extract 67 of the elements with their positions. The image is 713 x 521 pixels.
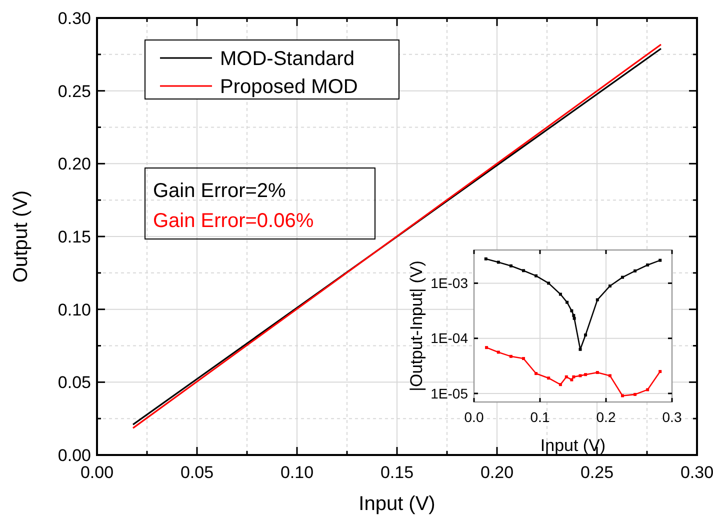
point xyxy=(596,298,599,302)
x-tick-label: 0.1 xyxy=(530,409,550,425)
line-series xyxy=(485,346,662,398)
point xyxy=(608,284,612,288)
y-tick-label: 1E-04 xyxy=(430,330,468,346)
point xyxy=(547,376,550,380)
x-tick-label: 0.20 xyxy=(480,463,514,482)
x-tick-label: 0.2 xyxy=(596,409,616,425)
legend-label: Proposed MOD xyxy=(220,76,358,98)
x-tick-label: 0.00 xyxy=(80,463,114,482)
y-tick-label: 0.25 xyxy=(58,82,91,101)
annotation: Gain Error=0.06% xyxy=(153,210,314,232)
x-tick-label: 0.05 xyxy=(180,463,214,482)
y-tick-label: 0.30 xyxy=(58,8,91,28)
point xyxy=(596,371,599,374)
point xyxy=(485,346,488,350)
point xyxy=(509,264,512,268)
point xyxy=(570,378,574,382)
x-axis-title: Input (V) xyxy=(540,436,606,455)
point xyxy=(572,316,576,320)
point xyxy=(547,282,550,285)
x-tick-label: 0.15 xyxy=(380,463,414,482)
point xyxy=(646,263,650,266)
x-tick-label: 0.0 xyxy=(464,409,484,425)
y-tick-label: 0.05 xyxy=(58,373,91,392)
point xyxy=(570,309,574,312)
point xyxy=(558,292,562,296)
legend-label: MOD-Standard xyxy=(220,48,354,70)
point xyxy=(522,357,525,360)
annotation: Gain Error=2% xyxy=(153,180,286,202)
y-tick-label: 0.10 xyxy=(58,300,91,320)
point xyxy=(484,257,488,260)
point xyxy=(658,370,662,374)
point xyxy=(509,354,512,358)
point xyxy=(621,394,624,398)
point xyxy=(522,269,525,272)
point xyxy=(534,372,538,376)
point xyxy=(621,276,624,279)
y-tick-label: 0.15 xyxy=(58,227,91,246)
y-tick-label: 1E-03 xyxy=(430,275,468,292)
point xyxy=(584,373,588,376)
y-tick-label: 1E-05 xyxy=(430,385,468,402)
point xyxy=(564,375,568,378)
point xyxy=(496,260,500,264)
x-tick-label: 0.30 xyxy=(680,463,713,482)
point xyxy=(572,375,576,378)
y-axis-title: Output (V) xyxy=(10,190,32,283)
point xyxy=(566,300,569,304)
y-tick-label: 0.20 xyxy=(58,154,91,174)
point xyxy=(658,258,662,262)
x-tick-label: 0.25 xyxy=(580,463,614,482)
x-tick-label: 0.10 xyxy=(280,463,314,482)
point xyxy=(578,374,582,378)
point xyxy=(572,314,576,317)
point xyxy=(608,374,612,378)
x-axis-title: Input (V) xyxy=(358,493,436,515)
point xyxy=(558,383,562,386)
point xyxy=(646,388,650,392)
point xyxy=(534,274,538,278)
point xyxy=(496,350,500,354)
point xyxy=(584,333,588,336)
y-axis-title: |Output-Input| (V) xyxy=(407,260,426,392)
point xyxy=(634,269,637,272)
y-tick-label: 0.00 xyxy=(58,446,91,465)
point xyxy=(634,392,637,396)
x-tick-label: 0.3 xyxy=(662,409,682,425)
point xyxy=(578,348,582,351)
